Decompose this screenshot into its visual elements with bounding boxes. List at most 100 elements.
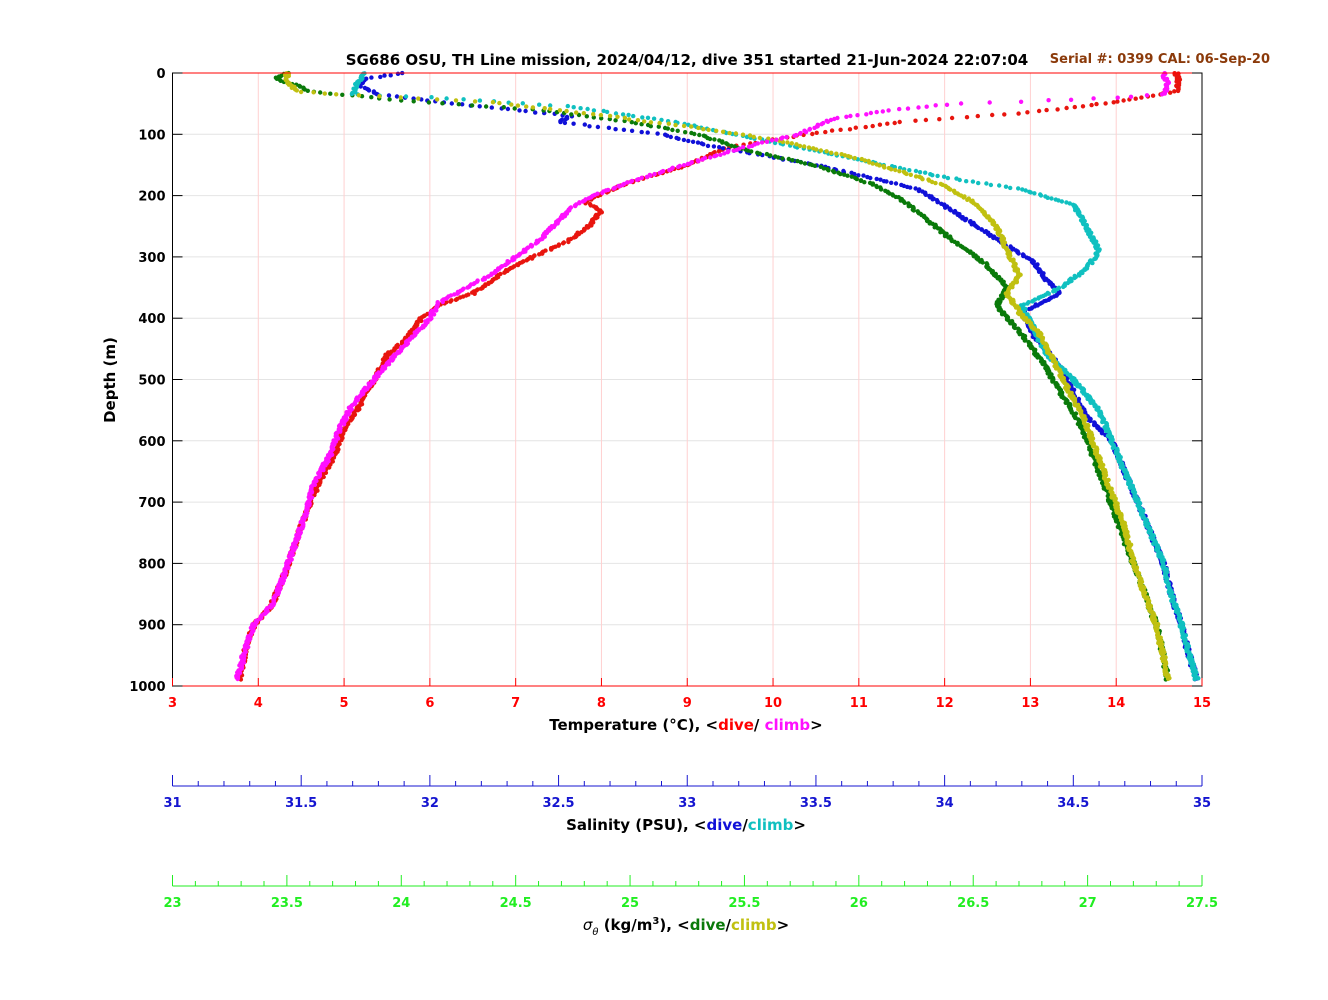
density-climb-point — [789, 141, 794, 146]
density-dive-point — [832, 170, 837, 175]
temperature-tick-label: 6 — [425, 696, 434, 711]
temperature-climb-point — [874, 109, 879, 115]
temperature-tick-label: 12 — [936, 696, 954, 711]
density-climb-point — [696, 125, 701, 131]
salinity-dive-point — [856, 173, 861, 178]
temperature-dive-point — [847, 127, 853, 132]
density-climb-point — [948, 187, 953, 192]
salinity-climb-point — [1059, 199, 1065, 204]
temperature-climb-point — [434, 308, 439, 313]
temperature-climb-point — [1091, 96, 1096, 101]
density-dive-point — [469, 103, 475, 108]
temperature-tick-label: 13 — [1021, 696, 1039, 711]
density-climb-point — [626, 117, 632, 122]
density-climb-point — [1094, 455, 1100, 460]
density-tick-label: 25 — [621, 896, 639, 911]
salinity-dive-point — [664, 133, 670, 138]
density-dive-point — [411, 99, 416, 104]
salinity-dive-point — [690, 139, 696, 144]
density-climb-point — [961, 195, 966, 200]
density-dive-point — [845, 173, 850, 178]
salinity-dive-point — [394, 94, 400, 99]
density-tick-label: 26 — [850, 896, 868, 911]
density-climb-point — [747, 133, 753, 138]
density-tick-label: 26.5 — [957, 896, 989, 911]
density-tick-label: 24 — [392, 896, 410, 911]
temperature-climb-point — [868, 110, 874, 116]
density-dive-point — [999, 312, 1005, 317]
density-climb-point — [993, 226, 998, 231]
salinity-dive-point — [563, 117, 568, 122]
density-climb-point — [434, 97, 440, 102]
temperature-climb-point — [1159, 92, 1165, 97]
temperature-dive-point — [975, 113, 980, 119]
salinity-climb-point — [477, 98, 483, 103]
temperature-climb-point — [676, 164, 681, 170]
density-climb-point — [334, 92, 339, 97]
density-climb-point — [398, 95, 403, 100]
temperature-climb-point — [580, 199, 586, 204]
density-climb-point — [720, 129, 726, 134]
temperature-climb-point — [740, 145, 746, 150]
salinity-tick-label: 31.5 — [285, 796, 317, 811]
salinity-dive-point — [889, 180, 894, 185]
salinity-dive-point — [558, 119, 563, 125]
salinity-climb-label: climb — [748, 816, 794, 834]
temperature-climb-point — [807, 127, 812, 132]
density-climb-point — [298, 89, 304, 95]
density-dive-point — [878, 187, 884, 192]
temperature-climb-point — [300, 526, 305, 531]
salinity-dive-point — [395, 71, 401, 77]
density-climb-point — [893, 167, 898, 173]
temperature-climb-point — [440, 299, 445, 305]
density-climb-point — [591, 112, 596, 117]
temperature-climb-point — [648, 173, 653, 178]
density-climb-point — [322, 91, 327, 96]
density-climb-point — [829, 150, 834, 155]
temperature-climb-point — [924, 104, 929, 109]
density-climb-point — [497, 100, 502, 106]
depth-tick-label: 400 — [138, 312, 165, 327]
density-dive-point — [613, 118, 618, 123]
salinity-climb-point — [1072, 275, 1077, 281]
density-dive-point — [768, 153, 773, 158]
salinity-climb-point — [1025, 301, 1030, 306]
salinity-dive-point — [874, 176, 879, 182]
density-climb-point — [913, 174, 919, 179]
salinity-climb-point — [548, 103, 553, 108]
salinity-climb-point — [1110, 445, 1116, 451]
density-dive-point — [629, 120, 634, 125]
temperature-tick-label: 9 — [683, 696, 692, 711]
density-climb-point — [848, 154, 853, 160]
temperature-dive-point — [330, 459, 335, 464]
temperature-climb-point — [600, 190, 605, 196]
salinity-dive-point — [505, 106, 511, 112]
temperature-dive-label: dive — [718, 716, 754, 734]
density-climb-point — [870, 161, 875, 166]
salinity-tick-label: 32.5 — [543, 796, 575, 811]
temperature-climb-point — [1144, 93, 1150, 98]
density-dive-point — [1012, 325, 1018, 331]
salinity-climb-point — [772, 140, 778, 146]
temperature-tick-label: 4 — [254, 696, 263, 711]
temperature-tick-label: 10 — [764, 696, 782, 711]
salinity-climb-point — [1051, 289, 1056, 294]
salinity-climb-point — [1073, 208, 1078, 213]
salinity-dive-point — [460, 102, 465, 107]
density-dive-point — [862, 180, 867, 185]
salinity-dive-point — [1026, 306, 1032, 312]
density-dive-point — [584, 114, 589, 119]
salinity-climb-point — [997, 183, 1002, 188]
salinity-climb-point — [1192, 676, 1197, 682]
salinity-dive-point — [676, 136, 681, 141]
temperature-dive-point — [1168, 90, 1173, 95]
salinity-dive-point — [639, 129, 644, 135]
temperature-dive-point — [453, 297, 459, 302]
temperature-climb-point — [628, 179, 633, 184]
temperature-dive-point — [877, 122, 883, 127]
salinity-dive-point — [987, 233, 992, 238]
salinity-dive-point — [868, 175, 873, 181]
salinity-dive-point — [562, 120, 568, 126]
